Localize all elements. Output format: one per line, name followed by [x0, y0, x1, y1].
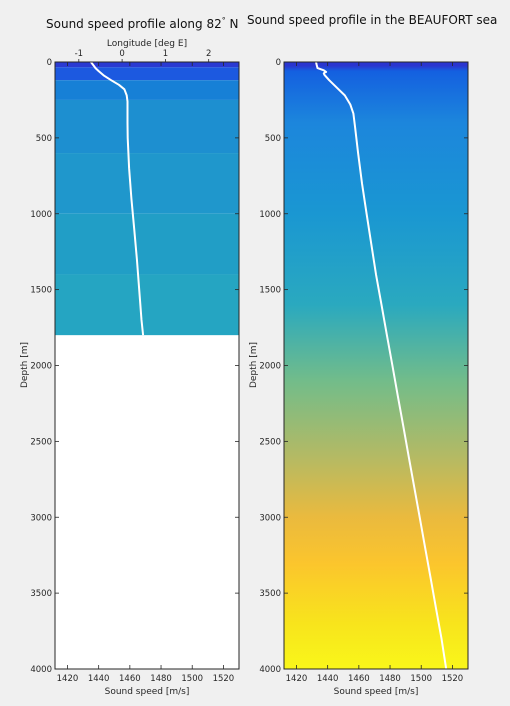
left-x2-axis-label: Longitude [deg E]: [107, 39, 187, 49]
right-sound-speed-field: [284, 62, 468, 669]
right-y-tick-label: 2500: [259, 437, 281, 447]
left-x2-tick-label: 1: [163, 49, 168, 59]
right-x-tick-label: 1520: [442, 674, 464, 684]
left-ticks: 1420 1440 1460 1480 1500 1520 0 500 1000 1500 2000…: [30, 49, 239, 684]
right-ticks: 1420 1440 1460 1480 1500 1520 0 500 1000 1500 2000…: [259, 58, 468, 684]
right-x-tick-label: 1500: [410, 674, 432, 684]
left-x-tick-label: 1460: [119, 674, 141, 684]
right-y-tick-label: 1500: [259, 286, 281, 296]
right-y-tick-label: 3000: [259, 513, 281, 523]
left-y-axis-label: Depth [m]: [20, 342, 30, 388]
right-x-tick-label: 1420: [286, 674, 308, 684]
right-y-tick-label: 4000: [259, 665, 281, 675]
left-field-band: [55, 213, 239, 275]
left-y-tick-label: 2500: [30, 437, 52, 447]
left-chart: Sound speed profile along 82° N Longitud…: [20, 16, 240, 697]
left-y-tick-label: 3500: [30, 589, 52, 599]
left-y-tick-label: 1500: [30, 286, 52, 296]
left-field-band: [55, 274, 239, 336]
right-chart-title: Sound speed profile in the BEAUFORT sea: [247, 13, 497, 27]
left-profile-layer: [90, 62, 145, 336]
right-y-axis-label: Depth [m]: [249, 342, 259, 388]
left-field-band: [55, 153, 239, 214]
right-profile-layer: [315, 62, 448, 669]
right-x-tick-label: 1440: [317, 674, 339, 684]
left-x-tick-label: 1520: [213, 674, 235, 684]
right-y-tick-label: 2000: [259, 362, 281, 372]
left-x2-tick-label: 0: [119, 49, 124, 59]
left-chart-title: Sound speed profile along 82° N: [46, 16, 239, 31]
left-field-band: [55, 67, 239, 81]
left-y-tick-label: 0: [47, 58, 52, 68]
right-x-tick-label: 1460: [348, 674, 370, 684]
left-field-band: [55, 62, 239, 68]
left-y-tick-label: 4000: [30, 665, 52, 675]
left-field-band: [55, 80, 239, 100]
right-y-tick-label: 500: [265, 134, 281, 144]
right-chart: Sound speed profile in the BEAUFORT sea …: [247, 13, 497, 697]
right-x-tick-label: 1480: [379, 674, 401, 684]
right-x-axis-label: Sound speed [m/s]: [334, 687, 419, 697]
left-y-tick-label: 3000: [30, 513, 52, 523]
left-x-axis-label: Sound speed [m/s]: [105, 687, 190, 697]
left-x-tick-label: 1480: [150, 674, 172, 684]
right-y-tick-label: 0: [276, 58, 281, 68]
left-x-tick-label: 1420: [57, 674, 79, 684]
left-x-tick-label: 1500: [181, 674, 203, 684]
right-plot-frame: [283, 61, 469, 670]
left-y-tick-label: 1000: [30, 210, 52, 220]
left-x-tick-label: 1440: [88, 674, 110, 684]
left-y-tick-label: 500: [36, 134, 52, 144]
left-x2-tick-label: -1: [75, 49, 83, 59]
right-y-tick-label: 1000: [259, 210, 281, 220]
left-y-tick-label: 2000: [30, 362, 52, 372]
right-profile-line: [315, 62, 448, 669]
left-x2-tick-label: 2: [206, 49, 211, 59]
left-sound-speed-field: [55, 62, 239, 336]
left-profile-line: [90, 62, 145, 336]
left-plot-frame: [54, 61, 240, 670]
left-field-band: [55, 99, 239, 154]
right-y-tick-label: 3500: [259, 589, 281, 599]
